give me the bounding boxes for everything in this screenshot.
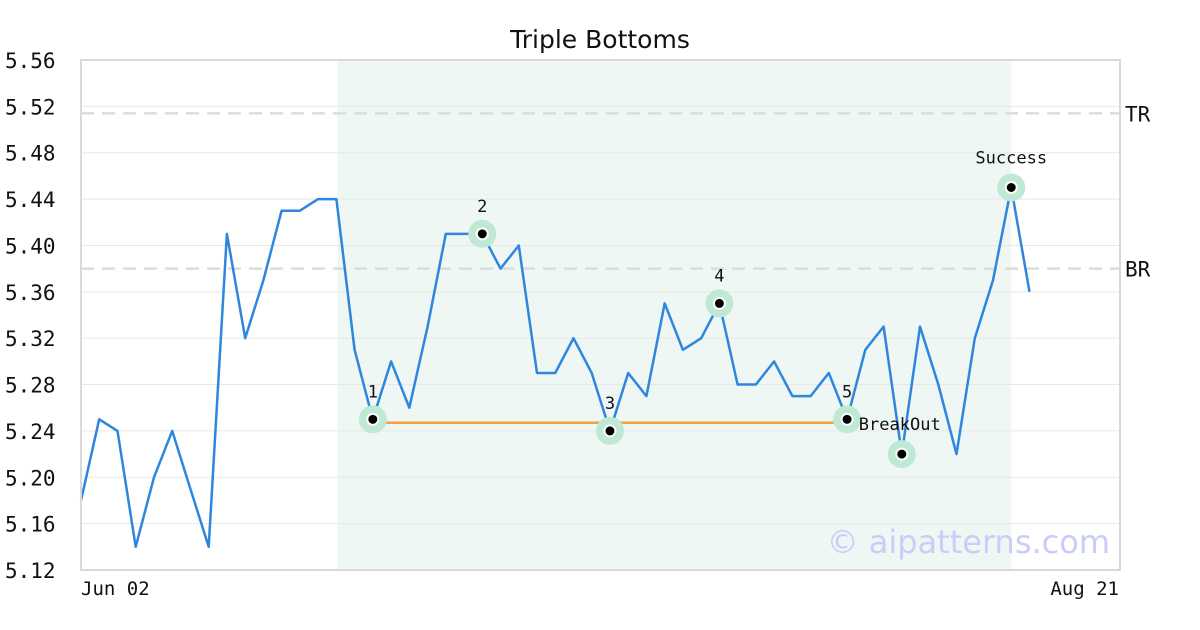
x-tick-label: Aug 21 (1050, 578, 1119, 600)
y-tick-label: 5.36 (5, 281, 56, 305)
watermark: © aipatterns.com (827, 523, 1110, 561)
reference-line-label: TR (1125, 102, 1151, 126)
point-label: 3 (605, 394, 615, 414)
pattern-point: 5 (833, 382, 862, 434)
reference-line-label: BR (1125, 258, 1151, 282)
point-label: 4 (714, 266, 724, 286)
point-marker (603, 424, 617, 438)
pattern-region (337, 60, 1012, 570)
point-label: Success (975, 149, 1047, 169)
point-label: BreakOut (859, 415, 941, 435)
point-marker (895, 447, 909, 461)
chart-title: Triple Bottoms (509, 25, 690, 54)
pattern-point: Success (975, 149, 1047, 202)
point-label: 2 (477, 197, 487, 217)
price-series-line (79, 186, 1031, 549)
point-label: 1 (368, 382, 378, 402)
pattern-point: 4 (705, 266, 734, 318)
y-tick-label: 5.12 (5, 559, 56, 583)
y-tick-label: 5.28 (5, 374, 56, 398)
reference-lines: TR BR (81, 102, 1151, 282)
point-marker (712, 296, 726, 310)
point-marker (1004, 181, 1018, 194)
y-tick-label: 5.52 (5, 95, 56, 119)
pattern-point: BreakOut (859, 415, 941, 469)
pattern-point: 2 (468, 197, 497, 248)
point-label: 5 (842, 382, 852, 402)
y-tick-label: 5.24 (5, 420, 56, 444)
pattern-points: 1 2 3 4 5 BreakOut Success (358, 149, 1047, 469)
y-tick-label: 5.48 (5, 142, 56, 166)
x-axis-ticks: Jun 02 Aug 21 (81, 578, 1119, 600)
y-axis-ticks: 5.12 5.16 5.20 5.24 5.28 5.32 5.36 5.40 5.44 5.48… (5, 49, 56, 583)
point-marker (475, 227, 489, 241)
y-tick-label: 5.32 (5, 327, 56, 351)
plot-frame (80, 59, 1121, 571)
y-tick-label: 5.20 (5, 466, 56, 490)
x-tick-label: Jun 02 (81, 578, 150, 600)
point-marker (840, 412, 854, 426)
y-tick-label: 5.16 (5, 513, 56, 537)
y-tick-label: 5.56 (5, 49, 56, 73)
pattern-point: 1 (358, 382, 387, 434)
y-tick-label: 5.44 (5, 188, 56, 212)
pattern-point: 3 (595, 394, 624, 445)
y-tick-label: 5.40 (5, 234, 56, 258)
point-marker (366, 412, 380, 426)
